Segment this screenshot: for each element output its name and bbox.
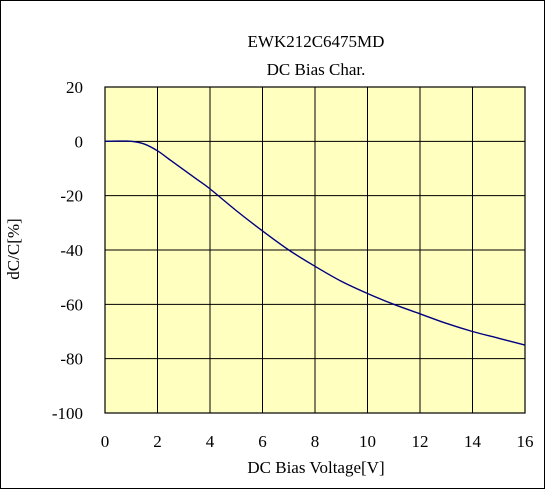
- x-tick-label: 12: [412, 432, 429, 451]
- x-axis-label: DC Bias Voltage[V]: [247, 458, 384, 477]
- y-tick-label: 0: [75, 132, 84, 151]
- y-tick-label: -20: [60, 187, 83, 206]
- plot-area: [104, 86, 526, 414]
- y-tick-label: -60: [60, 295, 83, 314]
- x-tick-label: 8: [311, 432, 320, 451]
- chart-title: EWK212C6475MD: [248, 32, 385, 51]
- x-tick-label: 10: [359, 432, 376, 451]
- x-tick-label: 14: [464, 432, 482, 451]
- x-tick-label: 4: [206, 432, 215, 451]
- chart-subtitle: DC Bias Char.: [267, 60, 366, 79]
- x-tick-label: 2: [153, 432, 162, 451]
- y-tick-label: -100: [52, 404, 83, 423]
- x-tick-label: 0: [101, 432, 110, 451]
- x-tick-label: 6: [258, 432, 267, 451]
- y-tick-label: -80: [60, 350, 83, 369]
- y-tick-label: 20: [66, 78, 83, 97]
- x-tick-label: 16: [517, 432, 534, 451]
- y-axis-label: dC/C[%]: [4, 218, 23, 279]
- y-tick-label: -40: [60, 241, 83, 260]
- series-line: [104, 140, 526, 346]
- tick-labels: 0 2 4 6 8 10 12 14 16 20 0 -20 -40 -60 -80 -100: [52, 78, 534, 451]
- plot-border: [104, 86, 526, 414]
